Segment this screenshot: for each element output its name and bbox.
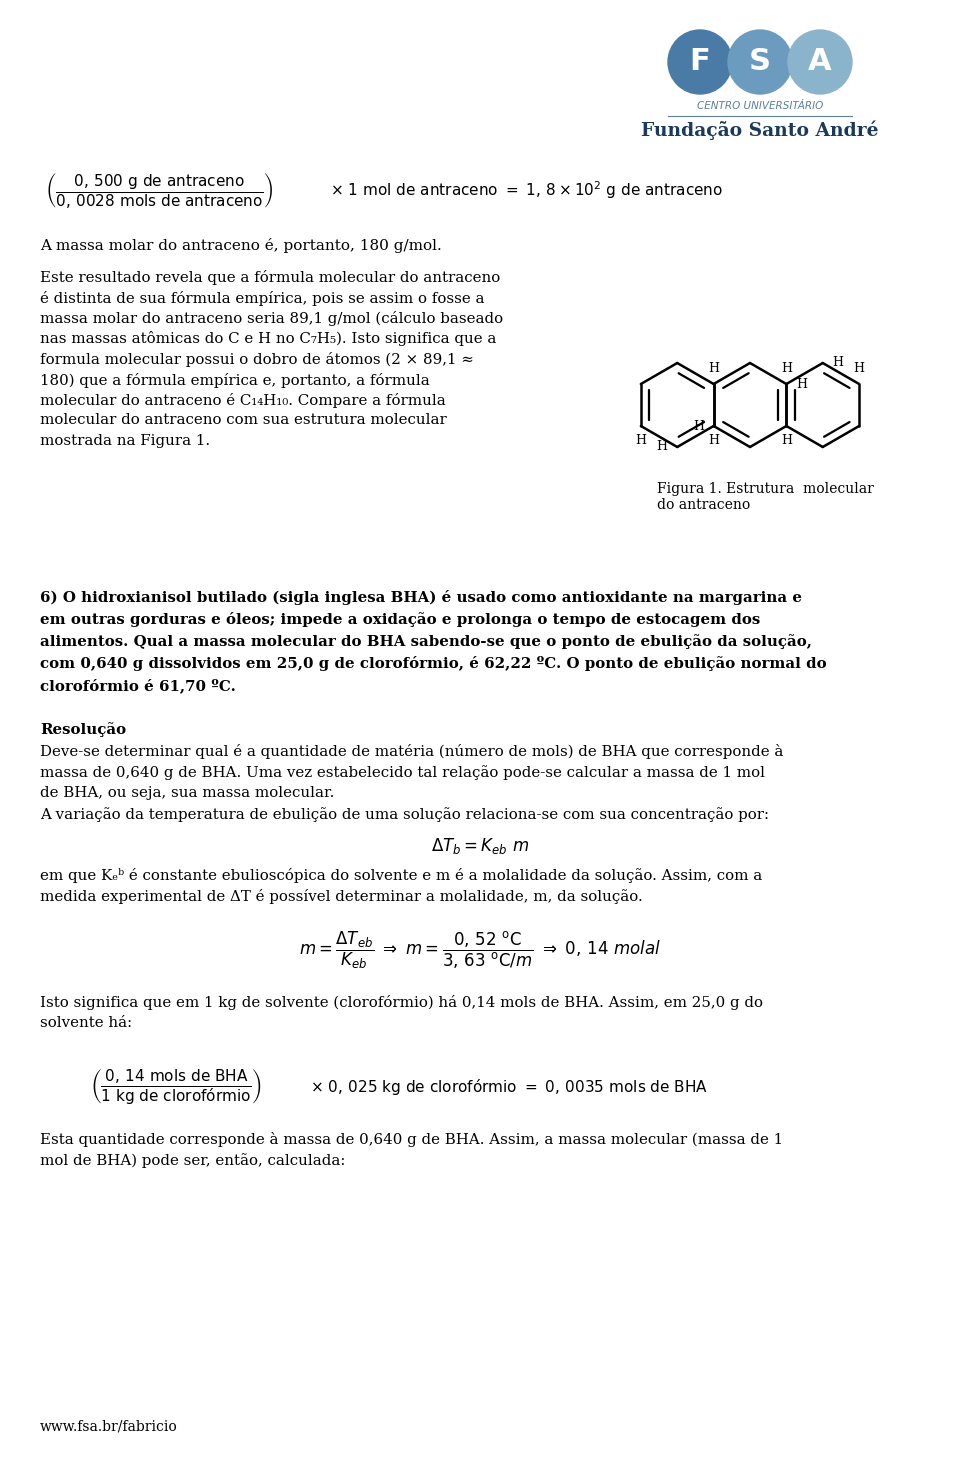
Text: Isto significa que em 1 kg de solvente (clorofórmio) há 0,14 mols de BHA. Assim,: Isto significa que em 1 kg de solvente (… [40, 996, 763, 1010]
Text: massa de 0,640 g de BHA. Uma vez estabelecido tal relação pode-se calcular a mas: massa de 0,640 g de BHA. Uma vez estabel… [40, 765, 765, 780]
Text: F: F [689, 48, 710, 76]
Text: A massa molar do antraceno é, portanto, 180 g/mol.: A massa molar do antraceno é, portanto, … [40, 238, 442, 253]
Text: H: H [780, 362, 792, 375]
Text: com 0,640 g dissolvidos em 25,0 g de clorofórmio, é 62,22 ºC. O ponto de ebuliçã: com 0,640 g dissolvidos em 25,0 g de clo… [40, 656, 827, 672]
Text: Figura 1. Estrutura  molecular
do antraceno: Figura 1. Estrutura molecular do antrace… [658, 482, 875, 512]
Text: H: H [796, 378, 806, 390]
Circle shape [668, 31, 732, 93]
Text: molecular do antraceno com sua estrutura molecular: molecular do antraceno com sua estrutura… [40, 413, 446, 428]
Text: Este resultado revela que a fórmula molecular do antraceno: Este resultado revela que a fórmula mole… [40, 270, 500, 285]
Text: H: H [853, 362, 865, 375]
Text: clorofórmio é 61,70 ºC.: clorofórmio é 61,70 ºC. [40, 677, 236, 694]
Text: alimentos. Qual a massa molecular do BHA sabendo-se que o ponto de ebulição da s: alimentos. Qual a massa molecular do BHA… [40, 634, 812, 648]
Text: H: H [636, 435, 646, 448]
Text: Esta quantidade corresponde à massa de 0,640 g de BHA. Assim, a massa molecular : Esta quantidade corresponde à massa de 0… [40, 1132, 783, 1148]
Text: Fundação Santo André: Fundação Santo André [641, 120, 878, 140]
Text: $m = \dfrac{\Delta T_{eb}}{K_{eb}}\ \Rightarrow\ m = \dfrac{\mathrm{0,\,52\ {}^o: $m = \dfrac{\Delta T_{eb}}{K_{eb}}\ \Rig… [299, 930, 661, 971]
Text: $\left(\dfrac{\mathrm{0,\,500\ g\ de\ antraceno}}{\mathrm{0,\,0028\ mols\ de\ an: $\left(\dfrac{\mathrm{0,\,500\ g\ de\ an… [45, 171, 274, 209]
Text: em outras gorduras e óleos; impede a oxidação e prolonga o tempo de estocagem do: em outras gorduras e óleos; impede a oxi… [40, 612, 760, 626]
Text: mol de BHA) pode ser, então, calculada:: mol de BHA) pode ser, então, calculada: [40, 1153, 346, 1168]
Text: H: H [832, 356, 843, 369]
Text: formula molecular possui o dobro de átomos (2 × 89,1 ≈: formula molecular possui o dobro de átom… [40, 352, 474, 366]
Text: www.fsa.br/fabricio: www.fsa.br/fabricio [40, 1421, 178, 1434]
Text: de BHA, ou seja, sua massa molecular.: de BHA, ou seja, sua massa molecular. [40, 785, 334, 800]
Text: 6) O hidroxianisol butilado (sigla inglesa BHA) é usado como antioxidante na mar: 6) O hidroxianisol butilado (sigla ingle… [40, 590, 802, 604]
Text: H: H [708, 362, 719, 375]
Circle shape [728, 31, 792, 93]
Text: H: H [693, 419, 704, 432]
Text: $\times\ 0,\,025\ \mathrm{kg\ de\ clorofórmio}\ =\ 0,\,0035\ \mathrm{mols\ de\ B: $\times\ 0,\,025\ \mathrm{kg\ de\ clorof… [310, 1077, 708, 1096]
Text: nas massas atômicas do C e H no C₇H₅). Isto significa que a: nas massas atômicas do C e H no C₇H₅). I… [40, 331, 496, 346]
Text: molecular do antraceno é C₁₄H₁₀. Compare a fórmula: molecular do antraceno é C₁₄H₁₀. Compare… [40, 393, 445, 407]
Text: Deve-se determinar qual é a quantidade de matéria (número de mols) de BHA que co: Deve-se determinar qual é a quantidade d… [40, 745, 783, 759]
Text: CENTRO UNIVERSITÁRIO: CENTRO UNIVERSITÁRIO [697, 101, 823, 111]
Text: massa molar do antraceno seria 89,1 g/mol (cálculo baseado: massa molar do antraceno seria 89,1 g/mo… [40, 311, 503, 326]
Text: solvente há:: solvente há: [40, 1016, 132, 1029]
Text: A: A [808, 48, 831, 76]
Text: H: H [708, 435, 719, 448]
Text: H: H [657, 441, 668, 454]
Text: 180) que a fórmula empírica e, portanto, a fórmula: 180) que a fórmula empírica e, portanto,… [40, 372, 430, 387]
Text: S: S [749, 48, 771, 76]
Text: $\times\ 1\ \mathrm{mol\ de\ antraceno}\ =\ 1,\,8 \times 10^{2}\ \mathrm{g\ de\ : $\times\ 1\ \mathrm{mol\ de\ antraceno}\… [330, 180, 723, 201]
Text: A variação da temperatura de ebulição de uma solução relaciona-se com sua concen: A variação da temperatura de ebulição de… [40, 807, 769, 822]
Text: mostrada na Figura 1.: mostrada na Figura 1. [40, 434, 210, 448]
Text: $\left(\dfrac{\mathrm{0,\,14\ mols\ de\ BHA}}{\mathrm{1\ kg\ de\ clorofórmio}}\r: $\left(\dfrac{\mathrm{0,\,14\ mols\ de\ … [90, 1067, 262, 1107]
Text: medida experimental de ΔT é possível determinar a molalidade, m, da solução.: medida experimental de ΔT é possível det… [40, 889, 643, 904]
Text: em que Kₑᵇ é constante ebulioscópica do solvente e m é a molalidade da solução. : em que Kₑᵇ é constante ebulioscópica do … [40, 869, 762, 883]
Text: Resolução: Resolução [40, 723, 126, 737]
Text: $\Delta T_b = K_{eb}\ m$: $\Delta T_b = K_{eb}\ m$ [431, 837, 529, 856]
Text: H: H [780, 435, 792, 448]
Circle shape [788, 31, 852, 93]
Text: é distinta de sua fórmula empírica, pois se assim o fosse a: é distinta de sua fórmula empírica, pois… [40, 291, 485, 305]
